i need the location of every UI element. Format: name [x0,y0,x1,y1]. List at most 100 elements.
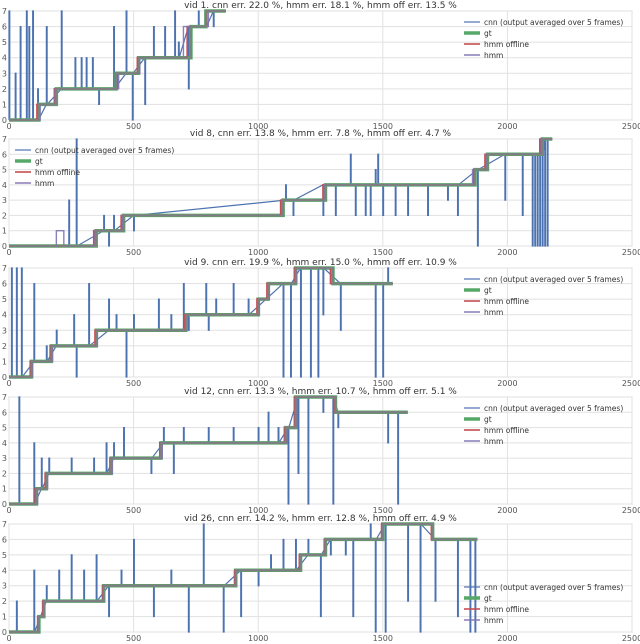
x-tick-label: 1000 [248,248,268,257]
x-tick-label: 2000 [497,122,517,131]
y-tick-label: 0 [2,242,7,251]
y-tick-label: 7 [2,520,7,529]
y-tick-label: 0 [2,116,7,125]
x-tick-label: 500 [126,379,141,388]
series-gt-overlay [9,266,393,379]
y-tick-label: 5 [2,38,7,47]
series-gt-overlay [9,522,478,634]
plot-area [8,10,633,121]
y-tick-label: 2 [2,85,7,94]
y-tick-label: 1 [2,227,7,236]
x-tick-label: 0 [6,248,11,257]
y-tick-label: 0 [2,373,7,382]
x-tick-label: 1000 [248,634,268,643]
legend: cnn (output averaged over 5 frames) gt hmm… [464,404,623,446]
legend-label: hmm [484,616,503,625]
legend-label: cnn (output averaged over 5 frames) [484,404,623,413]
legend-label: cnn (output averaged over 5 frames) [484,18,623,27]
legend-label: cnn (output averaged over 5 frames) [484,275,623,284]
legend-label: hmm offline [484,426,529,435]
legend-label: hmm offline [484,297,529,306]
x-tick-label: 2500 [622,634,640,643]
x-tick-label: 1000 [248,506,268,515]
y-tick-label: 3 [2,582,7,591]
chart-title: vid 1. cnn err. 22.0 %, hmm err. 18.1 %,… [184,1,457,11]
chart-title: vid 12, cnn err. 13.3 %, hmm err. 10.7 %… [184,387,457,397]
y-tick-label: 6 [2,150,7,159]
y-tick-label: 7 [2,135,7,144]
legend-label: gt [484,29,492,38]
x-tick-label: 2500 [622,379,640,388]
x-tick-label: 500 [126,634,141,643]
y-tick-label: 0 [2,500,7,509]
x-tick-label: 2000 [497,379,517,388]
legend-label: gt [484,594,492,603]
legend-label: gt [484,415,492,424]
legend-label: hmm [484,51,503,60]
x-tick-label: 0 [6,379,11,388]
x-tick-label: 0 [6,122,11,131]
legend-label: gt [484,286,492,295]
x-tick-label: 1500 [373,634,393,643]
legend-label: hmm [484,308,503,317]
x-tick-label: 500 [126,248,141,257]
y-tick-label: 7 [2,264,7,273]
legend-label: hmm [484,437,503,446]
y-tick-label: 5 [2,551,7,560]
legend-label: cnn (output averaged over 5 frames) [35,146,174,155]
y-tick-label: 1 [2,485,7,494]
series-gt-overlay [9,395,408,506]
legend: cnn (output averaged over 5 frames) gt hmm… [464,583,623,625]
x-tick-label: 500 [126,506,141,515]
x-tick-label: 2500 [622,122,640,131]
chart-panel-3: 0 500 1000 1500 2000 2500 0 1 2 3 4 5 6 7 vid 9. cnn e… [2,258,640,388]
y-tick-label: 3 [2,69,7,78]
legend-label: hmm [35,179,54,188]
series-gt-overlay [9,9,226,122]
x-tick-label: 500 [126,122,141,131]
x-tick-label: 1500 [373,122,393,131]
plot-area [8,396,633,505]
x-tick-label: 2500 [622,506,640,515]
x-tick-label: 0 [6,506,11,515]
legend: cnn (output averaged over 5 frames) gt hmm… [15,146,174,188]
x-tick-label: 0 [6,634,11,643]
legend-label: cnn (output averaged over 5 frames) [484,583,623,592]
x-tick-label: 1000 [248,122,268,131]
chart-title: vid 9. cnn err. 19.9 %, hmm err. 15.0 %,… [184,258,457,268]
y-tick-label: 2 [2,469,7,478]
y-tick-label: 4 [2,566,7,575]
series-gt-overlay [9,137,553,248]
chart-panel-4: 0 500 1000 1500 2000 2500 0 1 2 3 4 5 6 7 vid 12, cnn … [2,387,640,515]
y-tick-label: 5 [2,424,7,433]
chart-panel-2: 0 500 1000 1500 2000 2500 0 1 2 3 4 5 6 7 vid 8, cnn e… [2,129,640,257]
y-tick-label: 4 [2,311,7,320]
x-tick-label: 2500 [622,248,640,257]
y-tick-label: 0 [2,628,7,637]
y-tick-label: 4 [2,54,7,63]
y-tick-label: 5 [2,295,7,304]
legend-label: hmm offline [484,40,529,49]
y-tick-label: 2 [2,211,7,220]
legend-label: hmm offline [35,168,80,177]
legend: cnn (output averaged over 5 frames) gt hmm… [464,275,623,317]
x-tick-label: 1500 [373,506,393,515]
y-tick-label: 3 [2,454,7,463]
x-tick-label: 2000 [497,506,517,515]
y-tick-label: 6 [2,535,7,544]
y-tick-label: 5 [2,166,7,175]
y-tick-label: 3 [2,196,7,205]
legend-label: hmm offline [484,605,529,614]
series-hmm [9,138,553,247]
y-tick-label: 4 [2,439,7,448]
y-tick-label: 2 [2,597,7,606]
y-tick-label: 1 [2,100,7,109]
x-tick-label: 2000 [497,634,517,643]
y-tick-label: 1 [2,357,7,366]
chart-title: vid 8, cnn err. 13.8 %, hmm err. 7.8 %, … [190,129,452,139]
chart-panel-1: 0 500 1000 1500 2000 2500 0 1 2 3 4 5 6 7 vid 1. cnn e… [2,1,640,131]
y-tick-label: 6 [2,280,7,289]
x-tick-label: 1500 [373,248,393,257]
y-tick-label: 2 [2,342,7,351]
